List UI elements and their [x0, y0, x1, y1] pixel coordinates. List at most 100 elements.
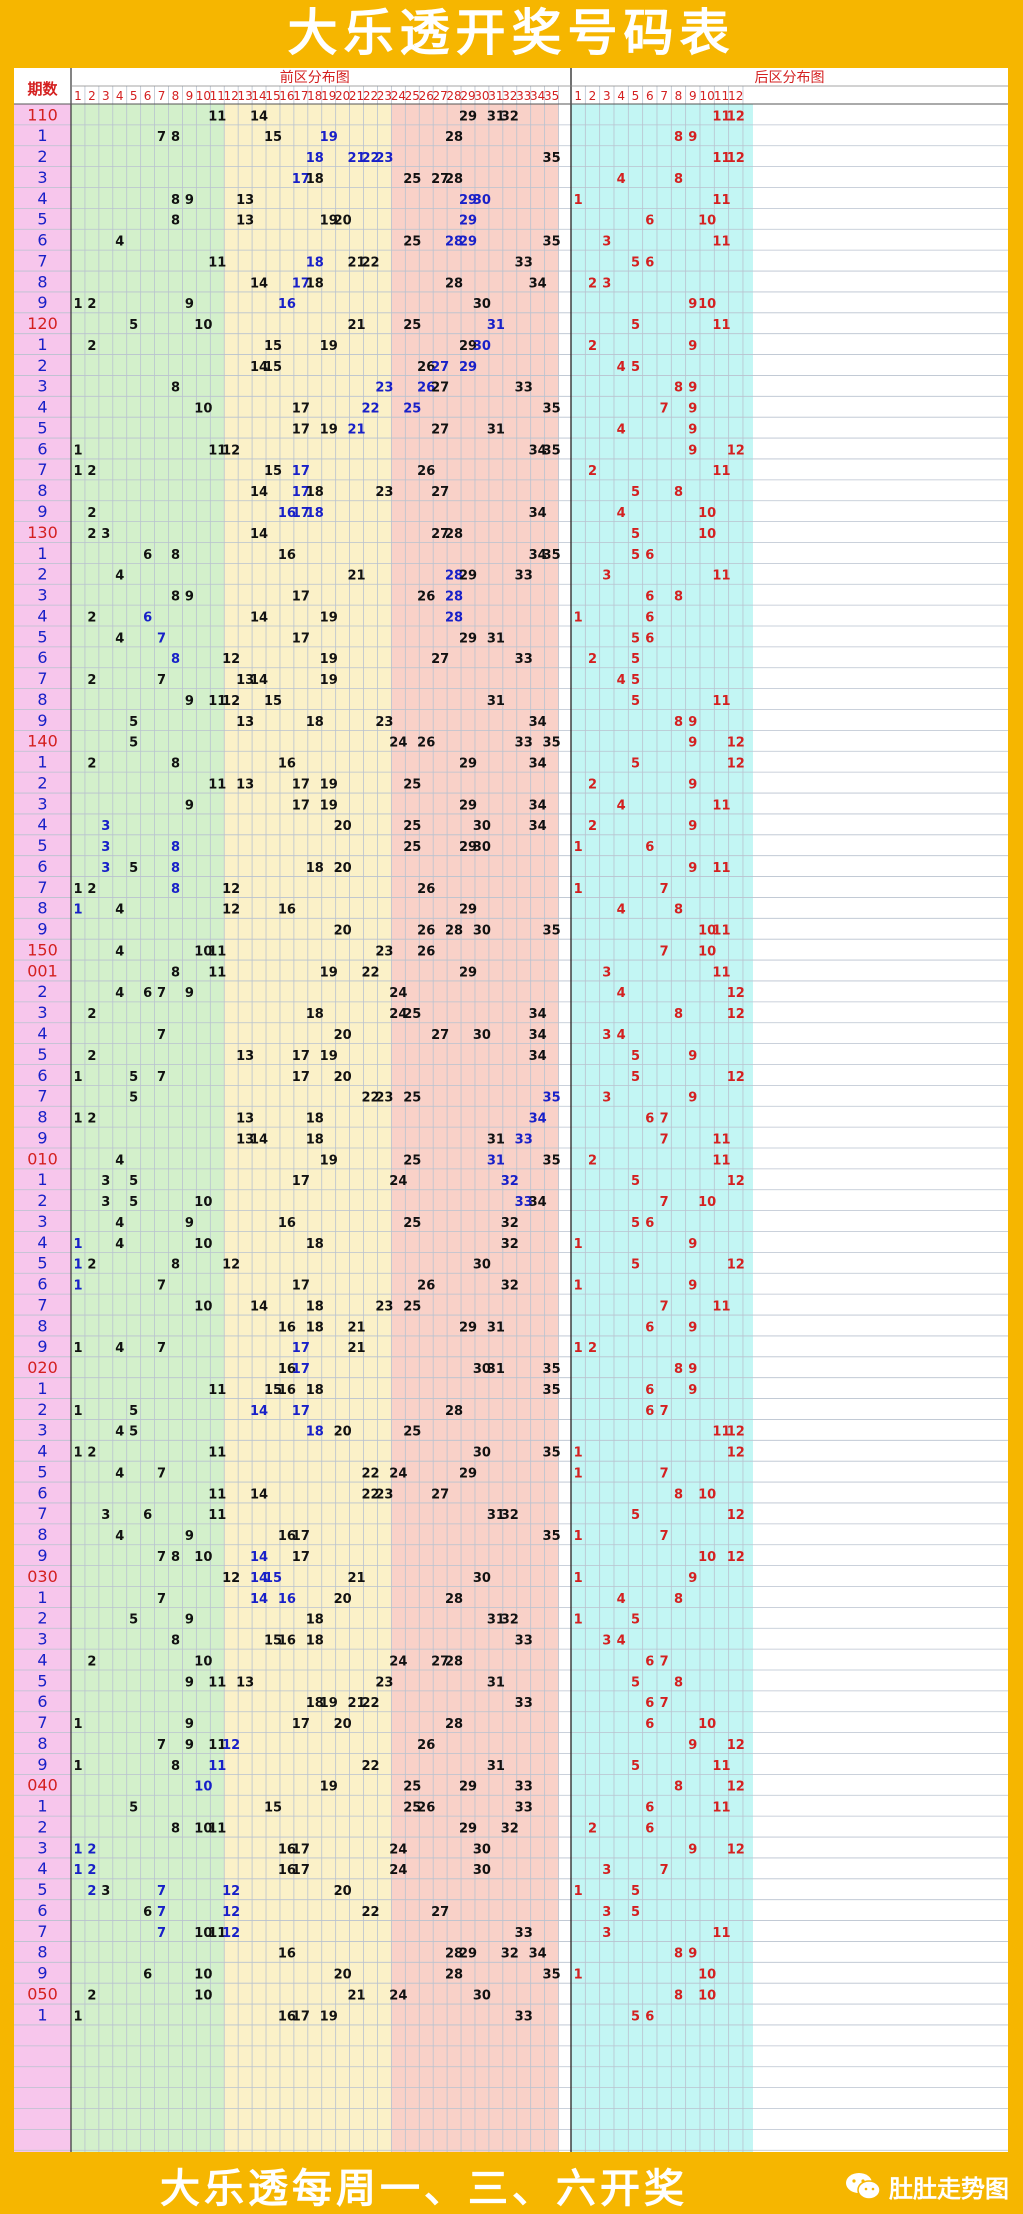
front-number: 19 [320, 2009, 338, 2024]
back-number: 6 [645, 1404, 654, 1419]
period-label: 9 [37, 293, 47, 312]
front-number: 8 [171, 965, 180, 980]
front-number: 28 [445, 1654, 463, 1669]
front-number: 5 [129, 1425, 138, 1440]
period-label: 150 [27, 940, 58, 959]
period-label: 3 [37, 1003, 47, 1022]
front-number: 9 [185, 297, 194, 312]
front-number: 25 [403, 819, 421, 834]
front-number: 18 [306, 1613, 324, 1628]
front-number: 22 [361, 402, 379, 417]
front-number: 19 [320, 1049, 338, 1064]
front-number: 21 [348, 569, 366, 584]
front-number: 5 [129, 861, 138, 876]
front-number: 13 [236, 1049, 254, 1064]
period-label: 1 [37, 1588, 47, 1607]
front-number: 5 [129, 1613, 138, 1628]
front-number: 3 [101, 1195, 110, 1210]
back-number: 4 [617, 1028, 626, 1043]
back-number: 11 [712, 694, 730, 709]
period-label: 6 [37, 1066, 47, 1085]
front-number: 11 [208, 1487, 226, 1502]
period-label: 4 [37, 606, 47, 625]
front-number: 10 [194, 1654, 212, 1669]
front-number: 2 [87, 757, 96, 772]
back-number: 5 [631, 631, 640, 646]
front-number: 14 [250, 485, 268, 500]
front-number: 19 [320, 422, 338, 437]
front-number: 18 [306, 276, 324, 291]
period-label: 7 [37, 1713, 47, 1732]
front-number: 20 [334, 1592, 352, 1607]
back-number: 11 [712, 151, 730, 166]
front-number: 25 [403, 840, 421, 855]
front-number: 17 [292, 1404, 310, 1419]
watermark: 肚肚走势图 [845, 2168, 1009, 2204]
front-column-label: 27 [433, 89, 448, 103]
front-number: 4 [115, 944, 124, 959]
front-number: 32 [501, 1174, 519, 1189]
front-number: 26 [417, 882, 435, 897]
back-number: 7 [660, 944, 669, 959]
period-label: 140 [27, 732, 58, 751]
period-label: 9 [37, 1964, 47, 1983]
front-number: 15 [264, 1383, 282, 1398]
front-number: 4 [115, 903, 124, 918]
front-number: 33 [515, 1696, 533, 1711]
period-label: 3 [37, 377, 47, 396]
front-number: 33 [515, 1801, 533, 1816]
front-number: 25 [403, 1091, 421, 1106]
front-number: 12 [222, 903, 240, 918]
front-number: 35 [543, 1383, 561, 1398]
back-number: 9 [688, 1571, 697, 1586]
back-number: 1 [574, 1571, 583, 1586]
back-number: 8 [674, 1988, 683, 2003]
back-number: 2 [588, 652, 597, 667]
front-number: 8 [171, 548, 180, 563]
front-number: 17 [292, 1842, 310, 1857]
period-label: 5 [37, 627, 47, 646]
front-number: 30 [473, 339, 491, 354]
front-number: 10 [194, 1988, 212, 2003]
back-number: 5 [631, 2009, 640, 2024]
back-number: 1 [574, 1446, 583, 1461]
front-number: 26 [417, 924, 435, 939]
period-label: 2 [37, 356, 47, 375]
front-number: 4 [115, 569, 124, 584]
front-number: 18 [306, 255, 324, 270]
front-number: 34 [529, 819, 547, 834]
front-number: 18 [306, 506, 324, 521]
period-label: 130 [27, 523, 58, 542]
front-number: 8 [171, 757, 180, 772]
back-number: 12 [727, 1780, 745, 1795]
front-number: 30 [473, 924, 491, 939]
front-number: 16 [278, 548, 296, 563]
front-number: 35 [543, 548, 561, 563]
front-number: 28 [445, 276, 463, 291]
front-number: 35 [543, 1153, 561, 1168]
front-number: 17 [292, 1529, 310, 1544]
back-number: 5 [631, 1070, 640, 1085]
back-number: 5 [631, 673, 640, 688]
front-number: 15 [264, 1634, 282, 1649]
front-number: 10 [194, 1780, 212, 1795]
back-number: 5 [631, 527, 640, 542]
back-column-label: 8 [675, 89, 683, 103]
front-number: 28 [445, 610, 463, 625]
front-number: 17 [292, 172, 310, 187]
front-number: 19 [320, 652, 338, 667]
back-number: 5 [631, 1759, 640, 1774]
front-number: 2 [87, 673, 96, 688]
front-number: 17 [292, 1863, 310, 1878]
back-number: 9 [688, 1320, 697, 1335]
back-number: 10 [698, 297, 716, 312]
back-number: 1 [574, 1613, 583, 1628]
back-number: 12 [727, 1007, 745, 1022]
front-number: 11 [208, 1926, 226, 1941]
back-number: 9 [688, 819, 697, 834]
front-number: 31 [487, 1508, 505, 1523]
period-label: 5 [37, 418, 47, 437]
front-number: 1 [73, 1279, 82, 1294]
back-number: 5 [631, 1174, 640, 1189]
period-label: 001 [27, 961, 58, 980]
